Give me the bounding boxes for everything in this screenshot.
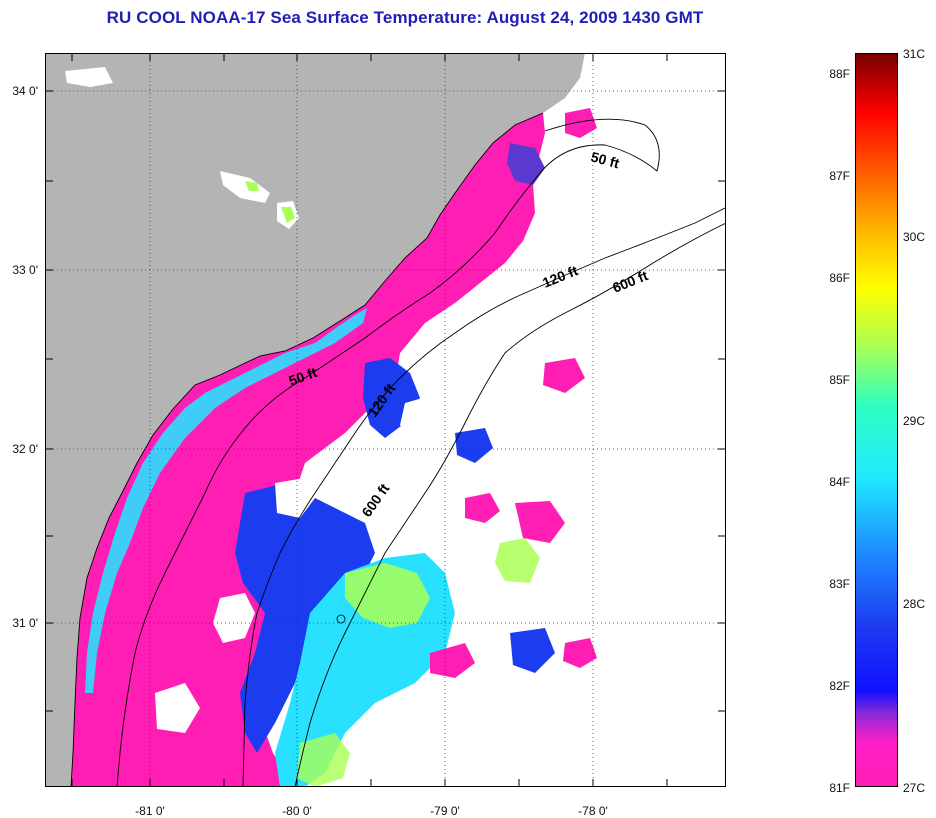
colorbar-label-86f: 86F — [829, 271, 850, 285]
sst-pink-patch-5 — [430, 643, 475, 678]
sst-pink-patch-4 — [543, 358, 585, 393]
sst-offshore-green — [345, 563, 430, 628]
y-tick-34: 34 0' — [12, 84, 38, 98]
inland-lake-1 — [220, 171, 270, 203]
lake-green-2 — [245, 181, 259, 191]
sst-blue-patch-6 — [510, 628, 555, 673]
sst-green-patch-east — [495, 538, 540, 583]
sst-warm-band — [71, 113, 545, 787]
x-tick-81: -81 0' — [135, 804, 165, 818]
land-area — [45, 53, 585, 787]
x-tick-79: -79 0' — [430, 804, 460, 818]
colorbar-label-85f: 85F — [829, 373, 850, 387]
colorbar — [855, 53, 898, 787]
sst-pink-patch-3 — [565, 108, 597, 138]
colorbar-label-30c: 30C — [903, 230, 926, 244]
x-tick-80: -80 0' — [282, 804, 312, 818]
y-tick-33: 33 0' — [12, 263, 38, 277]
map-frame — [45, 53, 726, 787]
colorbar-label-84f: 84F — [829, 475, 850, 489]
colorbar-label-81f: 81F — [829, 781, 850, 795]
coastline — [70, 112, 544, 787]
sst-map[interactable]: 50 ft 120 ft 600 ft 50 ft 120 ft 600 ft — [45, 53, 726, 787]
label-50ft-north: 50 ft — [589, 148, 621, 171]
contour-50ft — [116, 118, 660, 787]
colorbar-label-29c: 29C — [903, 414, 926, 428]
lake-green-1 — [281, 207, 295, 223]
tick-marks — [45, 53, 726, 787]
map-title: RU COOL NOAA-17 Sea Surface Temperature:… — [106, 8, 704, 27]
colorbar-label-27c: 27C — [903, 781, 926, 795]
sst-pink-patch-2 — [515, 501, 565, 543]
sst-offshore-green-south — [297, 733, 350, 787]
sst-blue-patch-7 — [455, 428, 493, 463]
sst-map-canvas: 50 ft 120 ft 600 ft 50 ft 120 ft 600 ft — [45, 53, 726, 787]
colorbar-label-87f: 87F — [829, 169, 850, 183]
sst-coastal-cyan — [85, 308, 367, 693]
y-tick-31: 31 0' — [12, 616, 38, 630]
sst-offshore-blue — [235, 483, 375, 753]
colorbar-gradient — [855, 53, 898, 787]
x-tick-78: -78 0' — [578, 804, 608, 818]
colorbar-label-83f: 83F — [829, 577, 850, 591]
cloud-gap-1 — [213, 593, 255, 643]
colorbar-label-82f: 82F — [829, 679, 850, 693]
sst-pink-patch-6 — [563, 638, 597, 668]
colorbar-label-31c: 31C — [903, 47, 926, 61]
graticule — [45, 53, 726, 787]
inland-lake-3 — [65, 67, 113, 87]
y-tick-32: 32 0' — [12, 442, 38, 456]
colorbar-label-88f: 88F — [829, 67, 850, 81]
sst-blue-patch-northeast — [507, 143, 545, 185]
contour-600ft — [294, 222, 726, 787]
colorbar-label-28c: 28C — [903, 597, 926, 611]
cloud-gap-4 — [155, 683, 200, 733]
sst-pink-patch-1 — [465, 493, 500, 523]
contour-120ft — [242, 207, 726, 787]
